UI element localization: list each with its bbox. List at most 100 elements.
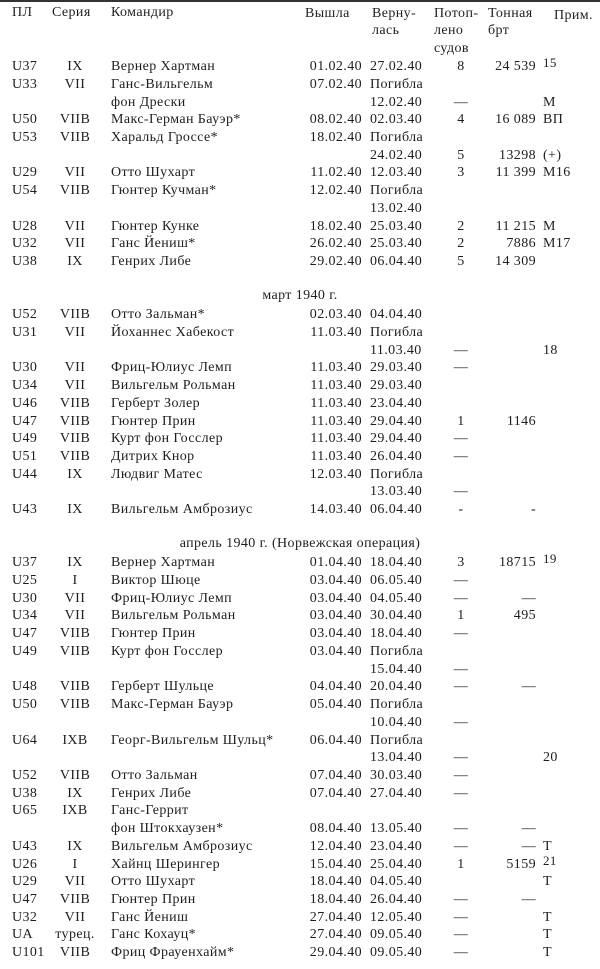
cell-commander: Дитрих Кнор — [111, 449, 195, 464]
cell-out: 04.04.40 — [309, 679, 362, 695]
cell-commander: фон Штокхаузен* — [111, 821, 224, 837]
cell-out: 29.04.40 — [309, 945, 362, 961]
cell-commander: Фриц-Юлиус Лемп — [111, 360, 233, 376]
table-row: U37 IX Вернер Хартман 01.04.40 18.04.40 3 1871… — [0, 551, 600, 572]
cell-ret: 11.03.40 — [370, 342, 422, 358]
cell-pl: U25 — [12, 573, 38, 589]
table-row: U29 VII Отто Шухарт 18.04.40 04.05.40 Т — [0, 873, 600, 891]
cell-ret: 04.05.40 — [370, 590, 423, 606]
cell-out: 07.02.40 — [309, 76, 362, 92]
cell-out: 18.04.40 — [309, 874, 362, 890]
cell-pl: U46 — [12, 395, 38, 411]
cell-commander: Отто Шухарт — [111, 165, 196, 181]
cell-commander: Йоханнес Хабекост — [111, 324, 235, 340]
header-sunk-1: Потоп- — [434, 6, 479, 21]
cell-tonnage: 16 089 — [495, 112, 536, 128]
table-row: U34 VII Вильгельм Рольман 11.03.40 29.03.40 — [0, 377, 600, 395]
cell-commander: Фриц Фрауенхайм* — [111, 945, 235, 961]
cell-tonnage: 7886 — [506, 236, 536, 252]
cell-sunk: — — [453, 945, 469, 961]
header-out: Вышла — [305, 6, 350, 21]
cell-out: 02.03.40 — [309, 307, 362, 323]
cell-out: 11.03.40 — [310, 395, 362, 411]
cell-commander: Вильгельм Рольман — [111, 608, 236, 624]
table-row: 10.04.40 — — [0, 714, 600, 732]
cell-series: VII — [64, 608, 86, 624]
cell-series: VIIB — [59, 767, 91, 783]
table-row: 13.03.40 — — [0, 483, 600, 501]
cell-ret: 29.03.40 — [370, 378, 423, 394]
cell-series: VIIB — [59, 626, 91, 642]
cell-ret: 06.04.40 — [370, 254, 423, 270]
cell-pl: U47 — [12, 413, 38, 429]
cell-ret: 13.03.40 — [370, 484, 423, 500]
cell-out: 12.02.40 — [309, 183, 362, 199]
cell-ret: 25.03.40 — [370, 236, 423, 252]
table-row: 13.04.40 — 20 — [0, 749, 600, 767]
cell-series: VIIB — [59, 643, 91, 659]
cell-out: 03.04.40 — [309, 643, 362, 659]
cell-pl: U52 — [12, 307, 38, 323]
cell-sunk: 1 — [457, 856, 465, 872]
cell-tonnage: 11 399 — [495, 165, 536, 181]
cell-out: 07.04.40 — [309, 767, 362, 783]
table-row: U65 IXB Ганс-Геррит — [0, 802, 600, 820]
cell-tonnage: 11 215 — [495, 218, 536, 234]
table-row: U64 IXB Георг-Вильгельм Шульц* 06.04.40 Поги… — [0, 732, 600, 750]
cell-ret: 23.04.40 — [370, 838, 423, 854]
cell-out: 03.04.40 — [309, 573, 362, 589]
cell-pl: U52 — [12, 767, 38, 783]
cell-note: 20 — [543, 750, 558, 766]
cell-commander: Гюнтер Прин — [111, 892, 196, 907]
cell-ret: Погибла — [370, 76, 424, 92]
table-row: U37 IX Вернер Хартман 01.02.40 27.02.40 8 24 5… — [0, 55, 600, 76]
cell-note: ВП — [543, 112, 564, 128]
cell-series: VIIB — [59, 431, 91, 447]
cell-out: 11.03.40 — [310, 413, 362, 429]
cell-series: VIIB — [59, 112, 91, 128]
cell-commander: Гюнтер Прин — [111, 413, 196, 429]
cell-ret: 09.05.40 — [370, 945, 423, 961]
cell-commander: Вильгельм Амброзиус — [111, 838, 253, 854]
cell-commander: Вернер Хартман — [111, 59, 216, 75]
table-row: фон Штокхаузен* 08.04.40 13.05.40 — — — [0, 820, 600, 838]
cell-ret: Погибла — [370, 732, 424, 748]
cell-ret: 29.03.40 — [370, 360, 423, 376]
table-row: U43 IX Вильгельм Амброзиус 12.04.40 23.04.40… — [0, 838, 600, 856]
cell-ret: 30.03.40 — [370, 767, 423, 783]
cell-note: Т — [543, 945, 552, 961]
header-pl: ПЛ — [12, 5, 33, 20]
cell-series: VIIB — [59, 945, 91, 961]
cell-out: 18.02.40 — [309, 130, 362, 146]
cell-sunk: — — [453, 909, 469, 925]
cell-ret: 26.04.40 — [370, 449, 423, 464]
cell-commander: Виктор Шюце — [111, 573, 201, 589]
cell-sunk: — — [453, 342, 469, 358]
cell-pl: U47 — [12, 626, 38, 642]
cell-pl: U54 — [12, 183, 38, 199]
cell-sunk: — — [453, 484, 469, 500]
top-rule — [0, 0, 600, 2]
cell-note: 15 — [543, 55, 557, 71]
cell-series: VII — [64, 218, 86, 234]
cell-tonnage: 13298 — [499, 147, 536, 163]
cell-commander: Герберт Шульце — [111, 679, 215, 695]
cell-out: 11.03.40 — [310, 324, 362, 340]
cell-series: VII — [64, 165, 86, 181]
cell-series: VII — [64, 874, 86, 890]
cell-note: Т — [543, 874, 552, 890]
table-row: U44 IX Людвиг Матес 12.03.40 Погибла — [0, 466, 600, 484]
table-row: U34 VII Вильгельм Рольман 03.04.40 30.04.40 1… — [0, 607, 600, 625]
cell-series: VIIB — [59, 413, 91, 429]
cell-note: 18 — [543, 342, 558, 358]
cell-sunk: 1 — [457, 608, 465, 624]
cell-out: 15.04.40 — [309, 856, 362, 872]
cell-series: VII — [64, 378, 86, 394]
table-row: U38 IX Генрих Либе 07.04.40 27.04.40 — — [0, 785, 600, 803]
cell-ret: 27.02.40 — [370, 59, 423, 75]
table-row: U32 VII Ганс Йениш 27.04.40 12.05.40 — Т — [0, 909, 600, 927]
cell-series: IX — [67, 59, 83, 75]
cell-series: VIIB — [59, 449, 91, 464]
cell-sunk: — — [453, 750, 469, 766]
cell-commander: Макс-Герман Бауэр — [111, 697, 234, 713]
